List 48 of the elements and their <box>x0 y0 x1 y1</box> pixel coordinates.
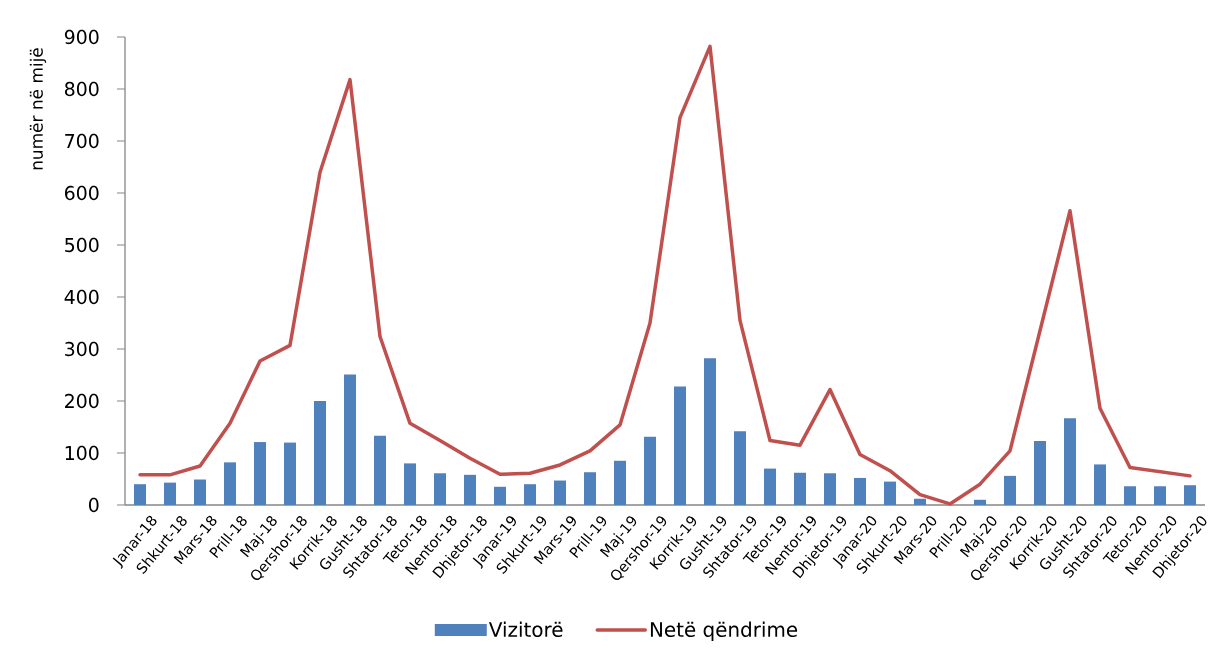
bar <box>913 498 926 505</box>
bar <box>134 484 147 505</box>
bar <box>194 479 207 505</box>
bar <box>764 468 776 505</box>
y-axis-title: numër në mijë <box>29 48 47 170</box>
bar <box>524 484 536 505</box>
bar <box>883 481 896 505</box>
bar <box>434 473 446 505</box>
bar <box>674 386 686 505</box>
bar <box>794 472 806 505</box>
bar <box>1063 418 1076 505</box>
y-tick-label: 900 <box>64 29 99 45</box>
legend-label: Netë qëndrime <box>650 621 798 641</box>
y-tick-label: 500 <box>65 237 99 253</box>
y-tick-label: 600 <box>65 185 99 201</box>
y-tick-label: 100 <box>65 445 99 461</box>
bar <box>464 474 476 505</box>
y-tick-label: 800 <box>64 81 99 97</box>
bar <box>1033 441 1046 505</box>
bar <box>344 374 356 505</box>
bar <box>644 436 656 505</box>
bar <box>374 435 386 505</box>
bar <box>1003 475 1016 505</box>
bar <box>1093 464 1106 505</box>
bar <box>554 480 566 505</box>
y-tick-label: 0 <box>89 497 99 513</box>
bar <box>734 431 746 505</box>
bar <box>704 358 716 505</box>
y-tick-label: 700 <box>65 133 99 149</box>
bar <box>164 482 177 505</box>
bar <box>1183 485 1196 505</box>
bar <box>494 486 506 505</box>
bar <box>824 473 836 505</box>
bar <box>284 442 296 505</box>
bar <box>853 477 866 505</box>
y-tick-label: 200 <box>65 393 99 409</box>
bar <box>224 462 237 505</box>
bar <box>314 400 326 505</box>
y-tick-label: 400 <box>64 289 99 305</box>
bar <box>254 442 266 505</box>
bar <box>1123 486 1136 505</box>
legend-label: Vizitorë <box>488 621 563 638</box>
y-tick-label: 300 <box>65 341 99 357</box>
bar <box>584 472 596 505</box>
bar <box>614 460 626 505</box>
bar <box>973 499 986 505</box>
bar <box>404 463 416 505</box>
bar <box>1153 486 1166 505</box>
